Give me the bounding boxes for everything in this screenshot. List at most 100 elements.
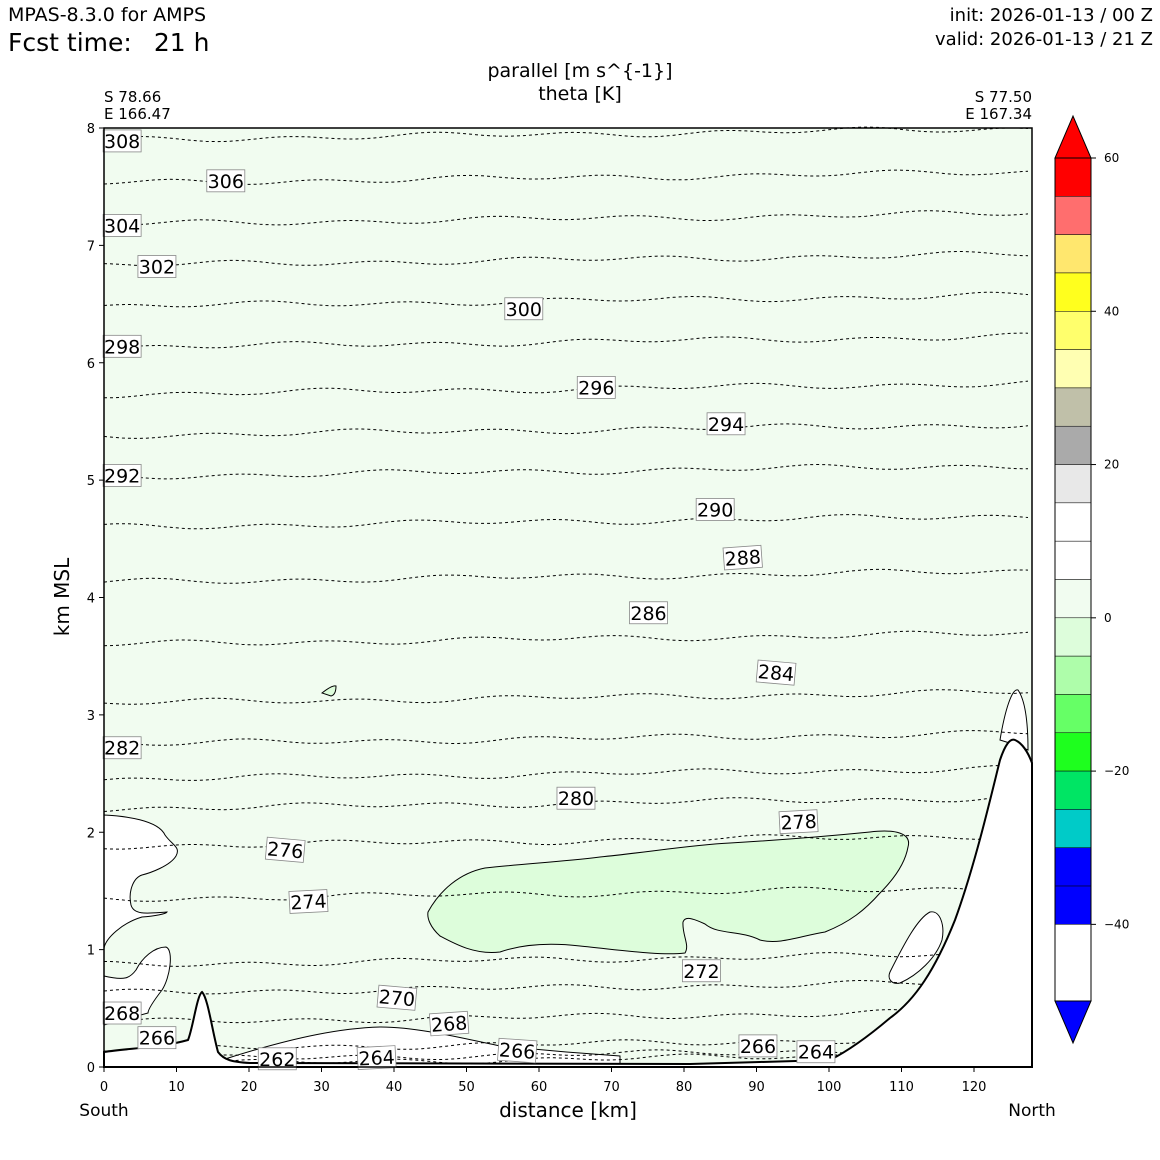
x-tick-label: 60 (531, 1080, 548, 1095)
north-label: North (1008, 1101, 1056, 1121)
south-label: South (79, 1101, 129, 1121)
contour-label-text: 266 (740, 1036, 776, 1058)
contour-label-text: 300 (506, 299, 542, 321)
chart-title: parallel [m s^{-1}] (487, 60, 673, 82)
contour-label: 292 (102, 464, 142, 487)
contour-label-text: 264 (798, 1042, 834, 1064)
contour-label: 266 (738, 1034, 778, 1058)
y-axis-label: km MSL (50, 557, 74, 637)
contour-label: 276 (264, 836, 306, 863)
contour-label-text: 288 (724, 546, 762, 570)
colorbar-segment (1054, 579, 1092, 619)
contour-label-box (206, 169, 246, 193)
contour-label-box (257, 1047, 297, 1071)
contour-label-box (695, 498, 735, 521)
contour-label-text: 308 (104, 131, 140, 153)
contour-label-box (755, 659, 797, 686)
contour-label-text: 274 (290, 891, 327, 915)
theta-contour-292 (103, 463, 1029, 480)
contour-label-box (102, 214, 142, 237)
contour-label: 284 (755, 659, 797, 686)
contour-label: 268 (428, 1010, 470, 1037)
contour-label-text: 272 (683, 961, 719, 983)
colorbar-tick-label: −40 (1104, 917, 1129, 931)
contour-label: 308 (102, 129, 142, 153)
x-tick-label: 10 (168, 1080, 185, 1095)
y-tick-label: 3 (87, 709, 95, 724)
colorbar-segment (1054, 885, 1092, 925)
colorbar-segment (1054, 387, 1092, 427)
contour-label-text: 296 (578, 377, 614, 399)
theta-contour-308 (103, 126, 1029, 143)
colorbar-segment (1054, 732, 1092, 772)
small-wind-pocket (320, 685, 337, 697)
forecast-time-value: 21 h (153, 28, 210, 57)
theta-contour-282 (104, 730, 1029, 746)
valid-time: valid: 2026-01-13 / 21 Z (935, 29, 1153, 50)
colorbar-segment (1054, 502, 1092, 542)
contour-label-box (576, 375, 616, 399)
contour-label-text: 266 (139, 1028, 175, 1050)
contour-label-box (376, 984, 418, 1011)
y-tick-label: 7 (87, 239, 95, 254)
theta-contour-272 (104, 952, 1029, 967)
colorbar-segment (1054, 196, 1092, 235)
x-tick-label: 40 (386, 1080, 403, 1095)
theta-contour-270 (103, 979, 1029, 995)
contour-label-box (706, 412, 746, 436)
contour-label-text: 268 (104, 1003, 140, 1025)
theta-contour-286 (103, 630, 1029, 647)
colorbar-segment (1054, 272, 1092, 312)
contour-label: 266 (137, 1026, 177, 1050)
positive-wind-region-ridge (999, 689, 1029, 751)
right-end-latitude: S 77.50 (974, 88, 1032, 106)
contour-label-box (356, 1045, 397, 1071)
colorbar-segment (1054, 617, 1092, 657)
theta-contour-276 (103, 834, 1029, 850)
contour-label-box (102, 129, 142, 153)
y-tick-label: 4 (87, 592, 95, 607)
y-tick-label: 6 (87, 357, 95, 372)
contour-label-text: 290 (697, 499, 733, 521)
contour-label-box (722, 544, 763, 571)
theta-contour-274 (103, 886, 1029, 902)
forecast-time-label: Fcst time: (8, 28, 132, 57)
colorbar-frame (1054, 157, 1092, 1002)
contour-label-text: 270 (378, 986, 416, 1011)
contour-label-box (428, 1010, 470, 1037)
contour-label-box (264, 836, 306, 863)
contour-label: 300 (504, 297, 544, 321)
x-tick-label: 120 (962, 1080, 987, 1095)
colorbar-tick-label: −20 (1104, 764, 1129, 778)
contour-label-box (778, 809, 819, 835)
theta-contour-302 (103, 251, 1029, 267)
contour-label: 280 (556, 786, 596, 810)
contour-label-text: 262 (259, 1049, 295, 1071)
contour-label: 282 (102, 736, 142, 760)
contour-label-text: 280 (558, 788, 594, 810)
positive-wind-region-north (888, 911, 944, 984)
contour-label-text: 282 (104, 738, 140, 760)
theta-contour-262 (103, 1051, 1029, 1067)
contour-label: 268 (102, 1001, 142, 1025)
theta-contour-280 (103, 765, 1029, 781)
colorbar-segment (1054, 694, 1092, 734)
theta-contour-268 (103, 1008, 1028, 1024)
chart-subtitle: theta [K] (538, 83, 622, 105)
terrain (103, 738, 1033, 1068)
contour-label-box (137, 1026, 177, 1050)
contour-label: 286 (629, 601, 668, 625)
contour-label-box (102, 464, 142, 487)
y-tick-label: 0 (87, 1061, 95, 1076)
contour-label-box (102, 334, 142, 358)
contour-label-box (682, 959, 721, 983)
contour-label: 288 (722, 544, 763, 571)
colorbar-segment (1054, 464, 1092, 504)
contour-label: 266 (497, 1037, 538, 1064)
theta-contour-296 (104, 380, 1029, 399)
colorbar-segment (1054, 425, 1092, 465)
contour-label-text: 286 (630, 603, 666, 625)
theta-contour-300 (103, 291, 1029, 308)
theta-contour-284 (103, 689, 1029, 705)
